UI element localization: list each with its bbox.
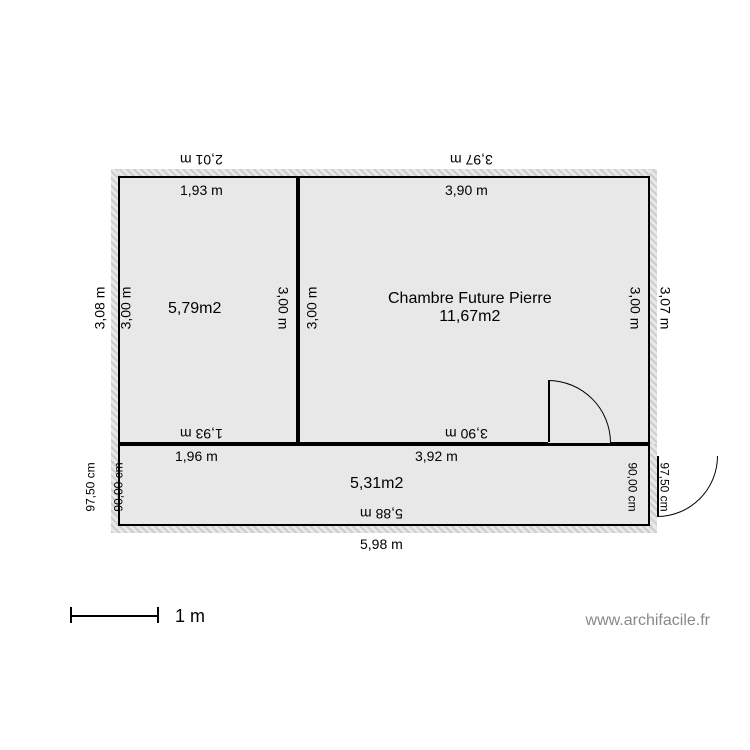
room-2-name: Chambre Future Pierre 11,67m2 — [388, 290, 552, 326]
wall-right-lower — [650, 444, 657, 533]
dim-left-out: 3,08 m — [91, 287, 107, 330]
dim-top-out-left: 2,01 m — [180, 152, 223, 168]
dim-bot-r2-in: 3,90 m — [445, 426, 488, 442]
scale-tick-left — [70, 607, 72, 623]
scale-label: 1 m — [175, 606, 205, 627]
door-room2-leaf — [548, 380, 550, 442]
dim-right-in: 3,00 m — [627, 287, 643, 330]
room-1-area: 5,79m2 — [168, 300, 221, 318]
dim-corr-right-out: 97,50 cm — [658, 462, 672, 511]
dim-corr-top-left: 1,96 m — [175, 448, 218, 464]
dim-top-in-right: 3,90 m — [445, 182, 488, 198]
dim-corr-left-out: 97,50 cm — [84, 462, 98, 511]
dim-corr-bot-in: 5,88 m — [360, 506, 403, 522]
room-3-area: 5,31m2 — [350, 475, 403, 493]
scale-bar — [70, 615, 159, 617]
scale-tick-right — [157, 607, 159, 623]
dim-corr-top-right: 3,92 m — [415, 448, 458, 464]
watermark: www.archifacile.fr — [586, 612, 710, 630]
dim-mid-right-in: 3,00 m — [303, 287, 319, 330]
dim-bot-r1-in: 1,93 m — [180, 426, 223, 442]
wall-top — [111, 169, 657, 176]
dim-top-out-right: 3,97 m — [450, 152, 493, 168]
dim-right-out: 3,07 m — [657, 287, 673, 330]
dim-mid-left-in: 3,00 m — [275, 287, 291, 330]
dim-corr-right-in: 90,00 cm — [626, 462, 640, 511]
dim-corr-bot-out: 5,98 m — [360, 536, 403, 552]
wall-right-upper — [650, 169, 657, 444]
dim-left-in: 3,00 m — [117, 287, 133, 330]
dim-top-in-left: 1,93 m — [180, 182, 223, 198]
wall-bottom — [111, 526, 657, 533]
dim-corr-left-in: 90,00 cm — [112, 462, 126, 511]
